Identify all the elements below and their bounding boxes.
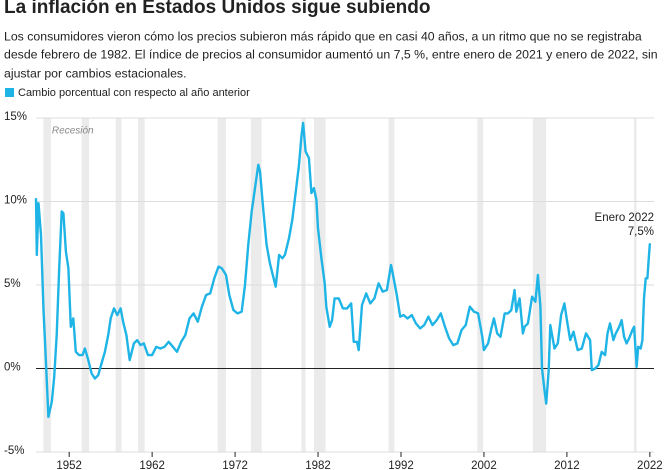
y-tick-label: 0% bbox=[4, 362, 21, 374]
x-tick-label: 1952 bbox=[56, 460, 82, 470]
x-tick-label: 2002 bbox=[471, 460, 497, 470]
annotation: 7,5% bbox=[628, 226, 654, 238]
y-tick-label: 10% bbox=[4, 195, 27, 207]
x-tick-label: 1962 bbox=[139, 460, 165, 470]
x-tick-label: 2022 bbox=[637, 460, 663, 470]
subtitle: Los consumidores vieron cómo los precios… bbox=[4, 29, 642, 43]
x-tick-label: 2012 bbox=[554, 460, 580, 470]
subtitle: desde febrero de 1982. El índice de prec… bbox=[4, 47, 658, 61]
legend-swatch bbox=[5, 88, 14, 97]
x-tick-label: 1982 bbox=[305, 460, 331, 470]
legend-label: Cambio porcentual con respecto al año an… bbox=[18, 87, 250, 99]
y-tick-label: -5% bbox=[4, 445, 24, 457]
subtitle: ajustar por cambios estacionales. bbox=[4, 66, 187, 80]
x-tick-label: 1992 bbox=[388, 460, 414, 470]
annotation: Enero 2022 bbox=[595, 212, 654, 224]
chart-title: La inflación en Estados Unidos sigue sub… bbox=[4, 0, 431, 18]
y-tick-label: 15% bbox=[4, 111, 27, 123]
x-tick-label: 1972 bbox=[222, 460, 248, 470]
recession-label: Recesión bbox=[52, 126, 94, 137]
y-tick-label: 5% bbox=[4, 278, 21, 290]
series-line bbox=[34, 121, 652, 419]
